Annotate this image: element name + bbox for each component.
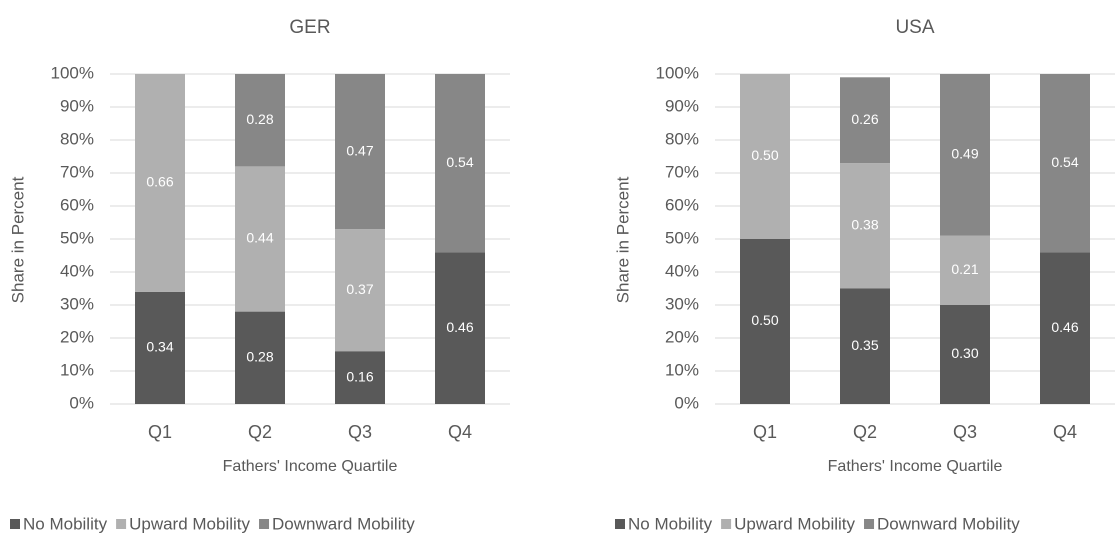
y-tick-label: 100%	[51, 63, 94, 82]
bar-segment	[940, 235, 990, 305]
legend-swatch	[10, 519, 20, 529]
data-label: 0.50	[751, 147, 778, 163]
x-tick-label: Q2	[248, 422, 272, 442]
y-tick-label: 0%	[674, 393, 699, 412]
y-tick-label: 30%	[60, 294, 94, 313]
bar-segment	[740, 74, 790, 239]
bar-segment	[435, 74, 485, 253]
data-label: 0.49	[951, 146, 978, 162]
x-axis-title: Fathers' Income Quartile	[223, 458, 398, 475]
chart-title: GER	[289, 17, 330, 38]
bar-segment	[940, 305, 990, 404]
legend-swatch	[864, 519, 875, 529]
x-tick-label: Q2	[853, 422, 877, 442]
data-label: 0.30	[951, 345, 978, 361]
data-label: 0.54	[1051, 154, 1078, 170]
x-tick-label: Q3	[348, 422, 372, 442]
bar-segment	[135, 291, 185, 404]
legend-label: Upward Mobility	[734, 514, 855, 533]
bar-segment	[740, 239, 790, 404]
x-tick-label: Q4	[1053, 422, 1077, 442]
data-label: 0.26	[851, 111, 878, 127]
bar-segment	[235, 311, 285, 404]
y-tick-label: 40%	[665, 261, 699, 280]
data-label: 0.28	[246, 111, 273, 127]
y-tick-label: 80%	[665, 129, 699, 148]
y-tick-label: 50%	[60, 228, 94, 247]
bar-segment	[840, 77, 890, 164]
y-tick-label: 50%	[665, 228, 699, 247]
x-tick-label: Q1	[148, 422, 172, 442]
y-tick-label: 70%	[665, 162, 699, 181]
y-tick-label: 30%	[665, 294, 699, 313]
legend-swatch	[116, 519, 127, 529]
data-label: 0.35	[851, 337, 878, 353]
data-label: 0.50	[751, 312, 778, 328]
data-label: 0.16	[346, 368, 373, 384]
x-axis-title: Fathers' Income Quartile	[828, 458, 1003, 475]
legend-swatch	[259, 519, 270, 529]
y-tick-label: 20%	[60, 327, 94, 346]
y-tick-label: 10%	[60, 360, 94, 379]
chart-title: USA	[895, 17, 934, 38]
bar-segment	[435, 252, 485, 404]
y-tick-label: 40%	[60, 261, 94, 280]
bar-segment	[135, 74, 185, 292]
legend-label: No Mobility	[628, 514, 713, 533]
data-label: 0.66	[146, 174, 173, 190]
data-label: 0.28	[246, 349, 273, 365]
legend-label: No Mobility	[23, 514, 108, 533]
y-tick-label: 20%	[665, 327, 699, 346]
data-label: 0.34	[146, 339, 173, 355]
data-label: 0.46	[1051, 319, 1078, 335]
legend-label: Upward Mobility	[129, 514, 250, 533]
y-tick-label: 60%	[60, 195, 94, 214]
data-label: 0.21	[951, 261, 978, 277]
data-label: 0.54	[446, 154, 473, 170]
data-label: 0.47	[346, 142, 373, 158]
y-axis-title: Share in Percent	[8, 176, 27, 303]
bar-segment	[940, 74, 990, 236]
x-tick-label: Q4	[448, 422, 472, 442]
data-label: 0.44	[246, 230, 273, 246]
data-label: 0.38	[851, 217, 878, 233]
data-label: 0.46	[446, 319, 473, 335]
data-label: 0.37	[346, 281, 373, 297]
y-tick-label: 80%	[60, 129, 94, 148]
y-tick-label: 90%	[60, 96, 94, 115]
y-tick-label: 60%	[665, 195, 699, 214]
bar-segment	[335, 351, 385, 404]
y-tick-label: 90%	[665, 96, 699, 115]
bar-segment	[335, 74, 385, 230]
y-tick-label: 100%	[656, 63, 699, 82]
x-tick-label: Q3	[953, 422, 977, 442]
bar-segment	[235, 74, 285, 167]
bar-segment	[335, 229, 385, 352]
legend-swatch	[615, 519, 625, 529]
legend-label: Downward Mobility	[877, 514, 1020, 533]
y-tick-label: 10%	[665, 360, 699, 379]
y-tick-label: 70%	[60, 162, 94, 181]
bar-segment	[1040, 74, 1090, 253]
x-tick-label: Q1	[753, 422, 777, 442]
y-axis-title: Share in Percent	[613, 176, 632, 303]
legend-swatch	[721, 519, 732, 529]
bar-segment	[235, 166, 285, 312]
y-tick-label: 0%	[69, 393, 94, 412]
bar-segment	[840, 288, 890, 404]
bar-segment	[840, 163, 890, 289]
bar-segment	[1040, 252, 1090, 404]
legend-label: Downward Mobility	[272, 514, 415, 533]
